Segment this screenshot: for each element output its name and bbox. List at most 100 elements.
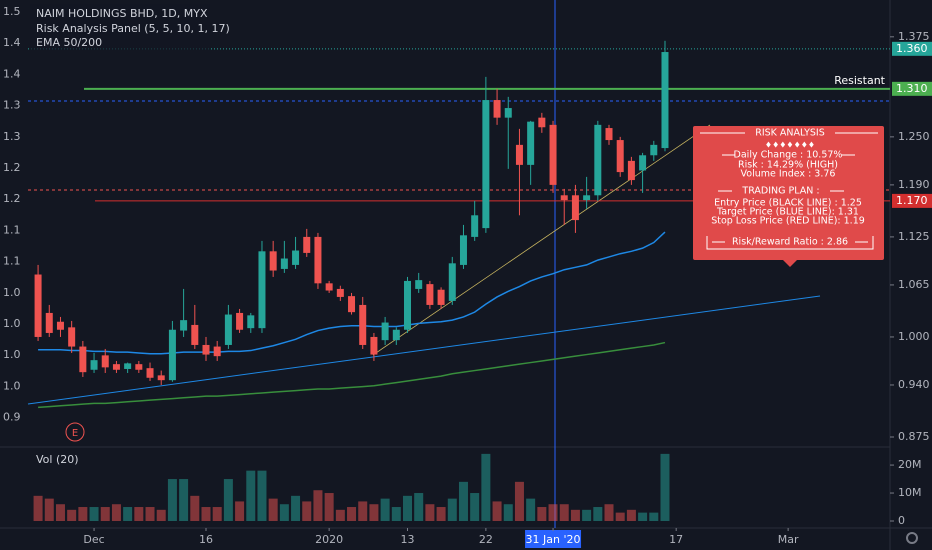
volume-bar xyxy=(358,501,368,522)
date-highlight xyxy=(525,530,582,548)
candle-body xyxy=(101,355,109,368)
candle-body xyxy=(79,346,87,373)
candle-body xyxy=(560,195,568,201)
candle-body xyxy=(459,235,467,265)
candle-body xyxy=(370,336,378,355)
x-tick-label: 31 Jan '20 xyxy=(526,533,581,546)
volume-bar xyxy=(44,498,54,522)
ema-line xyxy=(38,341,666,409)
panel-line: Risk : 14.29% (HIGH) xyxy=(738,160,838,171)
candle-body xyxy=(168,329,176,381)
earnings-icon[interactable] xyxy=(65,422,85,442)
volume-bar xyxy=(324,493,334,522)
candle-body xyxy=(571,195,579,221)
decor xyxy=(706,236,874,250)
panel-ornament: ♦♦♦♦♦♦♦ xyxy=(765,141,815,150)
panel-line: Entry Price (BLACK LINE) : 1.25 xyxy=(714,198,862,209)
volume-bar xyxy=(291,495,301,522)
volume-tick-label: 20M xyxy=(898,458,922,471)
volume-bar xyxy=(570,509,580,522)
volume-bar xyxy=(582,509,592,522)
settings-icon[interactable] xyxy=(906,532,918,544)
volume-bar xyxy=(347,507,357,522)
price-tag xyxy=(892,81,932,96)
y-tick-label: 1.250 xyxy=(898,130,930,143)
candle-body xyxy=(124,363,132,369)
volume-bar xyxy=(391,507,401,522)
candle-body xyxy=(280,258,288,269)
candle-body xyxy=(448,263,456,301)
panel-line: Daily Change : 10.57% xyxy=(734,150,843,161)
volume-bar xyxy=(246,470,256,522)
panel-bg xyxy=(693,126,884,260)
panel-title: RISK ANALYSIS xyxy=(755,128,824,139)
x-tick-label: 17 xyxy=(669,533,683,546)
left-axis-label: 1.4 xyxy=(3,67,21,80)
marks: 1.375 1.250 1.190 1.125 1.065 1.000 0.940 0.875… xyxy=(3,5,932,548)
volume-bar xyxy=(492,501,502,522)
volume-bar xyxy=(145,507,155,522)
risk-panel: RISK ANALYSIS ♦♦♦♦♦♦♦ Daily Change : 10.… xyxy=(693,126,884,267)
candle-body xyxy=(303,236,311,253)
volume-bar xyxy=(257,470,267,522)
candle-body xyxy=(639,155,647,171)
x-tick-label: 16 xyxy=(199,533,213,546)
candle-body xyxy=(135,364,143,370)
candle-body xyxy=(415,280,423,289)
candle-body xyxy=(191,324,199,345)
left-axis-label: 1.2 xyxy=(3,192,21,205)
volume-bar xyxy=(123,507,133,522)
x-tick-label: 22 xyxy=(479,533,493,546)
volume-tick-label: 0 xyxy=(898,514,905,527)
candle-body xyxy=(157,375,165,381)
candle-body xyxy=(56,321,64,330)
y-tick-label: 1.065 xyxy=(898,278,930,291)
candle-body xyxy=(146,368,154,378)
candle-body xyxy=(471,215,479,237)
price-tag-label: 1.360 xyxy=(896,42,928,55)
candle-body xyxy=(527,121,535,165)
y-tick-label: 1.375 xyxy=(898,30,930,43)
volume-bar xyxy=(190,495,200,522)
earnings-marker[interactable]: E xyxy=(72,428,78,439)
volume-bar xyxy=(626,509,636,522)
volume-label: Vol (20) xyxy=(36,453,79,466)
y-tick-label: 1.000 xyxy=(898,330,930,343)
candle-body xyxy=(68,327,76,347)
candle-body xyxy=(258,251,266,329)
candle-body xyxy=(482,100,490,229)
volume-bar xyxy=(660,453,670,522)
volume-bar xyxy=(380,498,390,522)
volume-bar xyxy=(55,504,65,522)
candle-body xyxy=(493,100,501,118)
volume-bar xyxy=(559,504,569,522)
panel-line: Volume Index : 3.76 xyxy=(741,169,836,180)
candle-body xyxy=(45,312,53,333)
left-axis-label: 0.9 xyxy=(3,411,21,424)
candle-body xyxy=(381,322,389,341)
volume-bar xyxy=(201,507,211,522)
candle-body xyxy=(426,284,434,305)
candle-body xyxy=(269,251,277,271)
candle-body xyxy=(90,360,98,370)
volume-bar xyxy=(335,509,345,522)
volume-bar xyxy=(100,507,110,522)
panel-pointer xyxy=(783,260,797,267)
volume-bar xyxy=(649,512,659,522)
volume-bar xyxy=(235,501,245,522)
volume-bar xyxy=(414,493,424,522)
volume-bar xyxy=(436,507,446,522)
price-tag xyxy=(892,193,932,208)
volume-bar xyxy=(537,507,547,522)
y-tick-label: 0.875 xyxy=(898,430,930,443)
candle-body xyxy=(616,140,624,173)
left-axis-label: 1.3 xyxy=(3,99,21,112)
candle-body xyxy=(224,314,232,345)
panel-line: Risk/Reward Ratio : 2.86 xyxy=(732,237,848,248)
trend-line xyxy=(372,124,711,356)
volume-bar xyxy=(615,512,625,522)
left-axis-label: 1.0 xyxy=(3,379,21,392)
panel-line: Stop Loss Price (RED LINE): 1.19 xyxy=(711,216,865,227)
candle-body xyxy=(650,144,658,156)
